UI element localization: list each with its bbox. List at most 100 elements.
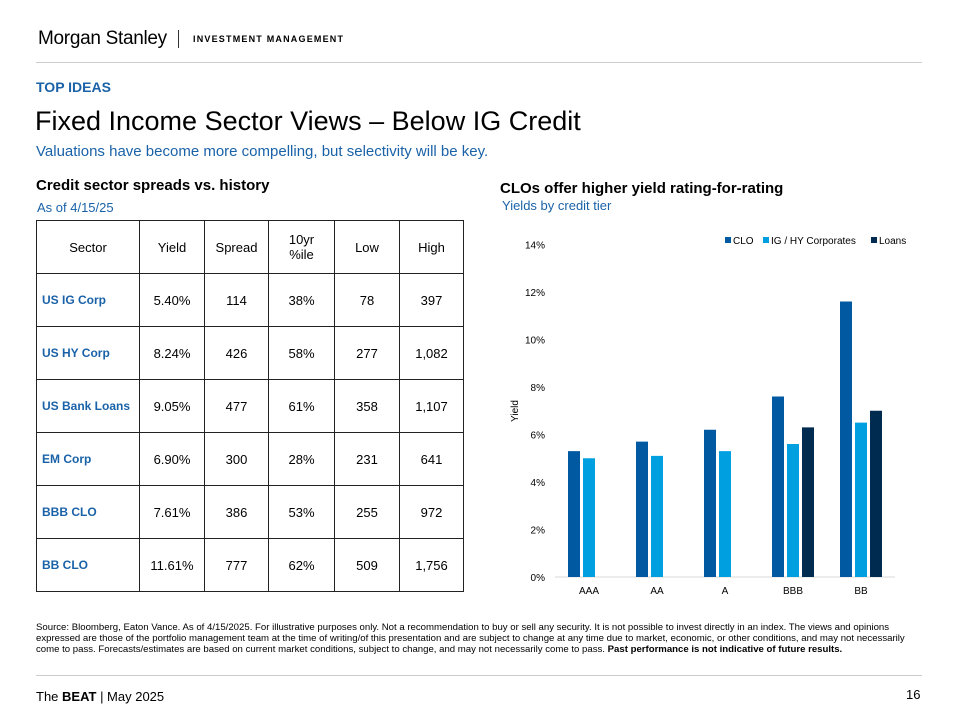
table-row: BB CLO 11.61% 777 62% 509 1,756 [36,538,464,592]
table-row: US HY Corp 8.24% 426 58% 277 1,082 [36,326,464,380]
bar-ig-hy-corporates-aa [651,455,663,577]
table-header-row: Sector Yield Spread 10yr %ile Low High [36,220,464,274]
value-cell: 386 [204,485,269,539]
beat-prefix: The [36,689,63,704]
value-cell: 1,756 [399,538,464,592]
bar-clo-aaa [568,451,580,577]
legend-swatch [725,237,731,243]
bar-ig-hy-corporates-bb [855,422,867,577]
value-cell: 9.05% [139,379,205,433]
bar-ig-hy-corporates-bbb [787,444,799,577]
chart-subtitle: Yields by credit tier [502,198,612,213]
source-note: Source: Bloomberg, Eaton Vance. As of 4/… [36,622,905,655]
column-header: 10yr %ile [268,220,335,274]
eyebrow: TOP IDEAS [36,79,111,95]
bar-ig-hy-corporates-a [719,451,731,577]
sector-cell: US Bank Loans [36,379,140,433]
column-header: Sector [36,220,140,274]
y-axis-label: Yield [510,400,521,422]
x-tick-label: AAA [579,586,599,595]
page-number: 16 [906,687,921,702]
value-cell: 231 [334,432,400,486]
value-cell: 509 [334,538,400,592]
bar-clo-bb [840,301,852,577]
table-row: EM Corp 6.90% 300 28% 231 641 [36,432,464,486]
legend-label: IG / HY Corporates [771,236,856,247]
value-cell: 358 [334,379,400,433]
bar-loans-bbb [802,427,814,577]
table-row: BBB CLO 7.61% 386 53% 255 972 [36,485,464,539]
value-cell: 1,082 [399,326,464,380]
spreads-table: Sector Yield Spread 10yr %ile Low High US IG … [36,220,464,592]
beat-date: | May 2025 [96,689,165,704]
sector-cell: BBB CLO [36,485,140,539]
table-row: US Bank Loans 9.05% 477 61% 358 1,107 [36,379,464,433]
footnote: Source: Bloomberg, Eaton Vance. As of 4/… [36,622,916,655]
column-header: Spread [204,220,269,274]
legend-label: Loans [879,236,906,247]
value-cell: 38% [268,273,335,327]
value-cell: 53% [268,485,335,539]
table-row: US IG Corp 5.40% 114 38% 78 397 [36,273,464,327]
value-cell: 114 [204,273,269,327]
value-cell: 397 [399,273,464,327]
value-cell: 426 [204,326,269,380]
sector-cell: US IG Corp [36,273,140,327]
column-header: Yield [139,220,205,274]
value-cell: 62% [268,538,335,592]
legend-swatch [871,237,877,243]
column-header: High [399,220,464,274]
x-tick-label: A [722,586,729,595]
table-title: Credit sector spreads vs. history [36,177,270,194]
value-cell: 28% [268,432,335,486]
x-tick-label: BB [854,586,868,595]
brand-logo: Morgan Stanley [38,28,167,49]
column-header: Low [334,220,400,274]
disclaimer-bold: Past performance is not indicative of fu… [607,644,843,655]
x-tick-label: AA [650,586,664,595]
page-subtitle: Valuations have become more compelling, … [36,143,489,160]
value-cell: 1,107 [399,379,464,433]
value-cell: 777 [204,538,269,592]
value-cell: 641 [399,432,464,486]
y-tick-label: 6% [531,431,546,442]
bar-loans-bb [870,410,882,577]
value-cell: 477 [204,379,269,433]
y-tick-label: 14% [525,241,545,252]
header-rule [36,62,922,63]
value-cell: 5.40% [139,273,205,327]
y-tick-label: 0% [531,573,546,584]
bar-clo-aa [636,441,648,577]
y-tick-label: 2% [531,526,546,537]
value-cell: 61% [268,379,335,433]
value-cell: 7.61% [139,485,205,539]
value-cell: 972 [399,485,464,539]
footer-brand: The BEAT | May 2025 [36,689,164,704]
y-tick-label: 8% [531,383,546,394]
value-cell: 277 [334,326,400,380]
page-title: Fixed Income Sector Views – Below IG Cre… [35,106,581,136]
bar-clo-bbb [772,396,784,577]
y-tick-label: 4% [531,478,546,489]
sector-cell: EM Corp [36,432,140,486]
sector-cell: BB CLO [36,538,140,592]
chart-title: CLOs offer higher yield rating-for-ratin… [500,180,784,197]
value-cell: 78 [334,273,400,327]
y-tick-label: 10% [525,336,545,347]
value-cell: 6.90% [139,432,205,486]
bar-ig-hy-corporates-aaa [583,458,595,577]
value-cell: 300 [204,432,269,486]
legend-swatch [763,237,769,243]
x-tick-label: BBB [783,586,803,595]
footer-rule [36,675,922,676]
y-tick-label: 12% [525,288,545,299]
division-label: INVESTMENT MANAGEMENT [193,34,345,44]
legend-label: CLO [733,236,754,247]
logo-divider [178,30,179,48]
value-cell: 255 [334,485,400,539]
table-subtitle: As of 4/15/25 [37,200,114,215]
bar-clo-a [704,429,716,577]
sector-cell: US HY Corp [36,326,140,380]
beat-bold: BEAT [62,689,97,704]
